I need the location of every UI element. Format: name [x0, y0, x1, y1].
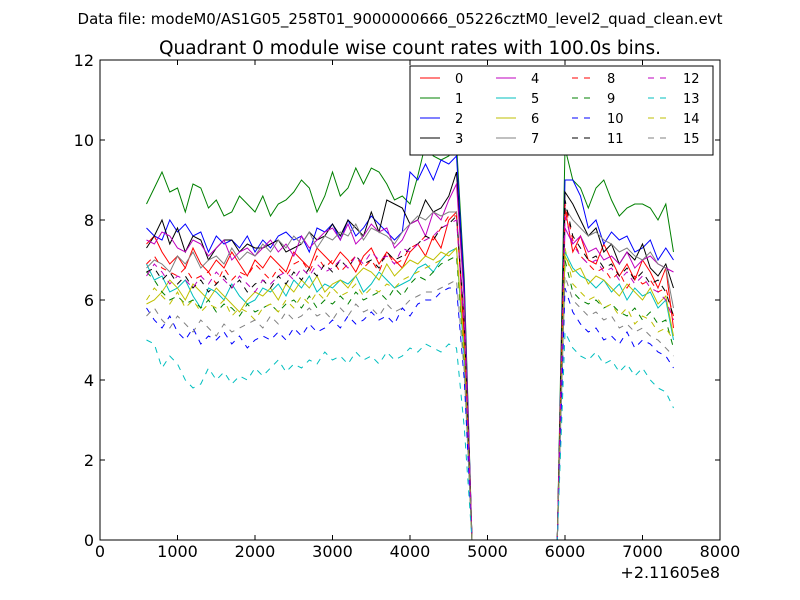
y-tick-label: 0: [84, 531, 94, 550]
x-offset-label: +2.11605e8: [620, 563, 720, 582]
legend-label-14: 14: [683, 112, 700, 127]
chart-title: Quadrant 0 module wise count rates with …: [159, 38, 661, 59]
x-tick-label: 1000: [157, 542, 198, 561]
legend-label-4: 4: [531, 72, 539, 87]
series-layer: [146, 142, 674, 541]
y-tick-label: 4: [84, 371, 94, 390]
series-line-1: [146, 142, 674, 541]
legend-label-1: 1: [455, 92, 463, 107]
series-line-14: [146, 247, 674, 541]
x-tick-label: 7000: [622, 542, 663, 561]
series-line-12: [146, 215, 674, 541]
x-tick-label: 5000: [467, 542, 508, 561]
series-line-9: [146, 255, 674, 541]
y-tick-label: 8: [84, 211, 94, 230]
x-tick-label: 6000: [545, 542, 586, 561]
legend-label-2: 2: [455, 112, 463, 127]
y-tick-label: 10: [74, 131, 94, 150]
legend-label-7: 7: [531, 132, 539, 147]
axes-layer: 0 1000 2000 3000 4000 5000 6000 7000 80000246810…: [74, 51, 741, 561]
legend-label-15: 15: [683, 132, 700, 147]
y-tick-label: 12: [74, 51, 94, 70]
legend-label-13: 13: [683, 92, 700, 107]
series-line-0: [146, 207, 674, 541]
series-line-8: [146, 203, 674, 541]
series-line-15: [146, 275, 674, 541]
x-tick-label: 2000: [235, 542, 276, 561]
legend-box: [409, 65, 714, 156]
x-tick-label: 8000: [700, 542, 741, 561]
legend-label-6: 6: [531, 112, 539, 127]
y-tick-label: 6: [84, 291, 94, 310]
legend-label-8: 8: [607, 72, 615, 87]
legend-label-9: 9: [607, 92, 615, 107]
series-line-11: [146, 199, 674, 541]
legend-label-11: 11: [607, 132, 624, 147]
legend-label-3: 3: [455, 132, 463, 147]
x-tick-label: 4000: [390, 542, 431, 561]
y-tick-label: 2: [84, 451, 94, 470]
series-line-10: [146, 287, 674, 541]
legend-label-0: 0: [455, 72, 463, 87]
legend-label-10: 10: [607, 112, 624, 127]
series-line-6: [146, 246, 674, 541]
legend-label-5: 5: [531, 92, 539, 107]
series-line-2: [146, 154, 674, 541]
legend-label-12: 12: [683, 72, 700, 87]
series-line-7: [146, 206, 674, 541]
chart-suptitle: Data file: modeM0/AS1G05_258T01_90000006…: [78, 10, 723, 29]
x-tick-label: 3000: [312, 542, 353, 561]
x-tick-label: 0: [95, 542, 105, 561]
series-line-13: [146, 331, 674, 541]
